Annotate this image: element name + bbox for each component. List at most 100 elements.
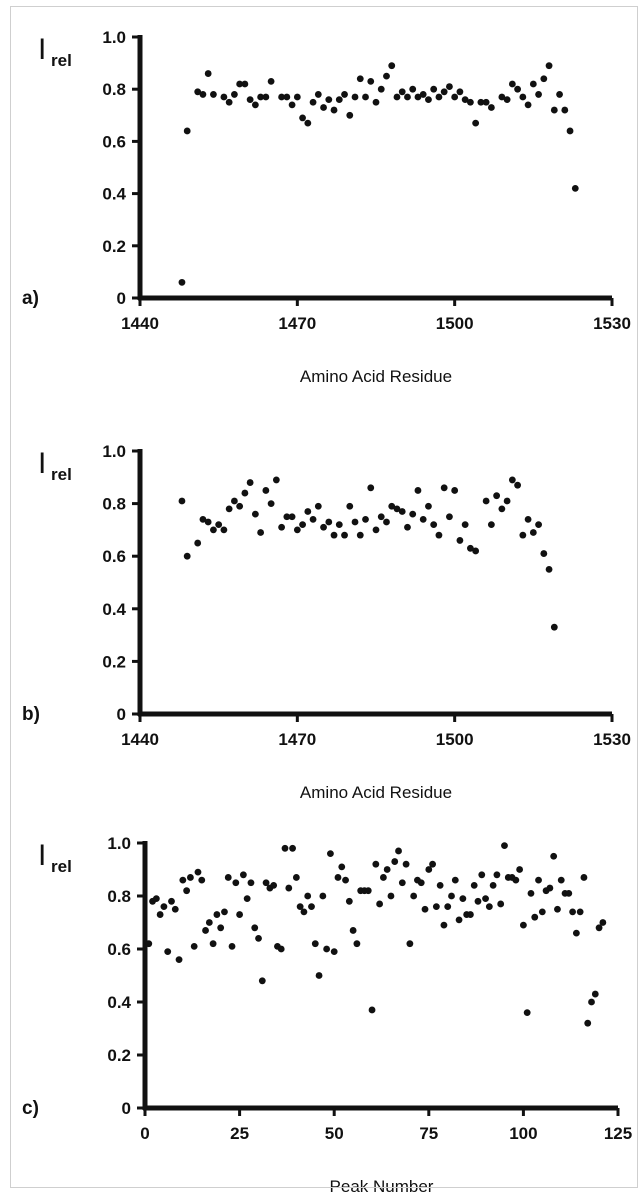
y-tick-label: 0.2 (107, 1046, 131, 1065)
data-point (262, 93, 270, 101)
data-point (393, 93, 401, 101)
data-point (508, 476, 516, 484)
data-point (451, 93, 459, 101)
data-point (398, 879, 406, 887)
data-point (362, 515, 369, 523)
data-point (566, 127, 574, 135)
data-point (323, 945, 331, 953)
y-tick-label: 1.0 (102, 442, 126, 461)
data-point (377, 85, 385, 93)
data-point (485, 903, 493, 910)
panel-label: c) (22, 1098, 39, 1119)
data-point (372, 860, 380, 868)
data-point (514, 481, 521, 489)
data-point (187, 874, 194, 881)
data-point (293, 93, 301, 101)
data-point (535, 521, 542, 529)
data-point (599, 919, 607, 926)
data-point (251, 101, 259, 109)
data-point (595, 924, 603, 932)
data-point (545, 62, 553, 70)
data-point (346, 111, 354, 119)
data-point (217, 924, 225, 932)
data-point (210, 526, 217, 534)
data-point (425, 866, 433, 873)
data-point (236, 502, 244, 510)
data-point (409, 85, 417, 93)
data-point (194, 539, 202, 547)
data-point (395, 847, 402, 855)
data-point (152, 895, 160, 903)
y-tick-label: 0.4 (107, 993, 131, 1012)
x-tick-label: 100 (509, 1124, 537, 1143)
data-point (524, 515, 532, 523)
y-tick-label: 1.0 (107, 834, 131, 853)
data-point (425, 96, 432, 104)
data-point (213, 911, 221, 918)
data-point (367, 484, 375, 492)
data-point (516, 866, 524, 873)
data-point (519, 531, 527, 539)
data-point (308, 903, 315, 910)
data-point (372, 526, 380, 534)
data-point (325, 518, 333, 526)
data-point (210, 91, 217, 98)
data-point (315, 972, 323, 979)
data-point (576, 908, 584, 916)
data-point (435, 93, 443, 101)
data-point (225, 505, 233, 513)
data-point (243, 895, 251, 903)
data-point (546, 884, 554, 892)
data-point (168, 897, 175, 905)
data-point (527, 889, 535, 897)
data-point (341, 531, 348, 539)
data-point (482, 497, 490, 505)
data-point (414, 487, 422, 494)
data-point (487, 521, 495, 529)
data-point (540, 550, 548, 557)
data-point (467, 544, 474, 552)
data-point (572, 929, 580, 937)
panel-label: a) (22, 288, 39, 309)
data-point (270, 882, 278, 889)
chart-panel-3: 0 0.2 0.4 0.6 0.8 1.0 0 25 50 75 100 125 Peak Number… (22, 834, 632, 1196)
data-point (251, 510, 259, 518)
data-point (224, 874, 232, 881)
y-tick-label: 0.8 (102, 80, 126, 99)
data-point (406, 940, 414, 948)
x-tick-label: 1530 (593, 314, 631, 333)
data-point (367, 77, 375, 85)
data-point (467, 911, 474, 918)
data-point (351, 518, 359, 526)
data-point (267, 77, 275, 85)
data-point (281, 844, 289, 852)
data-point (257, 93, 265, 101)
data-point (393, 505, 401, 513)
data-point (446, 83, 453, 90)
data-point (304, 508, 312, 515)
y-axis-title: I (38, 33, 46, 66)
data-point (346, 502, 354, 510)
data-point (556, 91, 563, 98)
data-point (334, 874, 342, 881)
x-tick-label: 1470 (278, 314, 316, 333)
x-tick-label: 1530 (593, 730, 631, 749)
x-tick-label: 1500 (436, 730, 474, 749)
data-point (425, 502, 432, 510)
chart-panel-1: 0 0.2 0.4 0.6 0.8 1.0 1440 1470 1500 1530 Amino Ac… (22, 28, 631, 386)
data-point (314, 502, 322, 510)
data-point (472, 119, 480, 127)
data-point (529, 80, 537, 88)
data-point (430, 521, 438, 529)
data-point (293, 526, 301, 534)
data-point (524, 101, 532, 109)
data-point (591, 990, 599, 998)
data-point (519, 93, 527, 101)
y-tick-label: 0.8 (107, 887, 131, 906)
data-point (487, 104, 495, 111)
data-point (156, 911, 164, 918)
data-point (330, 531, 338, 539)
data-point (372, 98, 380, 106)
data-point (461, 96, 469, 104)
data-point (198, 876, 206, 884)
